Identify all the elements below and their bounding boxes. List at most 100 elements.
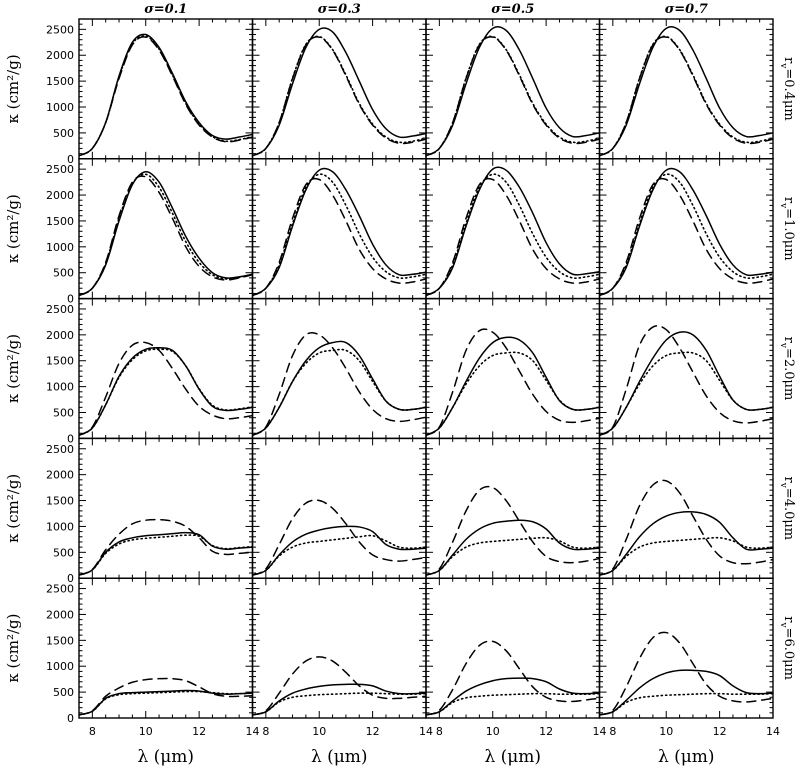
row-label: rv=0.4μm (778, 57, 796, 121)
y-tick-label: 1000 (46, 660, 74, 673)
x-tick-label: 14 (593, 725, 607, 738)
x-axis-label: λ (μm) (137, 747, 194, 767)
panel-r0-c1 (252, 27, 426, 157)
column-title: σ=0.5 (491, 2, 534, 17)
panel-r1-c3 (599, 167, 773, 297)
series-dotted-line (252, 35, 426, 157)
x-tick-label: 14 (246, 725, 260, 738)
y-tick-label: 2500 (46, 23, 74, 36)
y-axis-label: κ (cm²/g) (4, 334, 22, 403)
row-label: rv=6.0μm (778, 616, 796, 680)
column-title: σ=0.1 (144, 2, 187, 17)
x-axis-label: λ (μm) (311, 747, 368, 767)
y-tick-label: 500 (53, 127, 74, 140)
series-solid-line (252, 167, 426, 297)
series-dashed-line (252, 331, 426, 437)
panel-r2-c1 (252, 331, 426, 437)
column-title: σ=0.7 (665, 2, 708, 17)
series-dotted-line (426, 536, 600, 576)
x-tick-label: 12 (539, 725, 553, 738)
panels-layer (78, 18, 774, 719)
x-tick-label: 10 (139, 725, 153, 738)
x-tick-label: 8 (609, 725, 616, 738)
series-dotted-line (79, 348, 253, 437)
series-solid-line (79, 346, 253, 437)
series-solid-line (599, 167, 773, 297)
y-tick-label: 1500 (46, 495, 74, 508)
y-tick-label: 1500 (46, 215, 74, 228)
series-dashed-line (599, 631, 773, 716)
series-dashed-line (252, 499, 426, 576)
panel-r2-c0 (79, 341, 253, 437)
y-tick-label: 500 (53, 407, 74, 420)
y-tick-label: 1500 (46, 355, 74, 368)
y-tick-label: 2000 (46, 469, 74, 482)
panel-r3-c2 (426, 485, 600, 576)
series-solid-line (599, 331, 773, 437)
series-solid-line (79, 33, 253, 157)
series-solid-line (426, 336, 600, 437)
panel-frame (425, 297, 601, 440)
panel-frame (425, 158, 601, 300)
panel-r0-c3 (599, 26, 773, 157)
y-tick-label: 2000 (46, 608, 74, 621)
panel-r3-c3 (599, 479, 773, 576)
panel-frame (251, 297, 427, 440)
series-dotted-line (599, 692, 773, 716)
panel-frame (598, 577, 774, 719)
panel-r4-c1 (252, 656, 426, 716)
y-tick-label: 0 (67, 293, 74, 306)
panel-r1-c1 (252, 167, 426, 297)
series-dashed-line (426, 485, 600, 576)
y-tick-label: 0 (67, 432, 74, 445)
y-tick-label: 2500 (46, 303, 74, 316)
series-dotted-line (599, 35, 773, 157)
series-dashed-line (426, 36, 600, 157)
row-label: rv=2.0μm (778, 337, 796, 401)
y-tick-label: 2500 (46, 583, 74, 596)
panel-r1-c2 (426, 166, 600, 297)
x-axis-label: λ (μm) (484, 747, 541, 767)
panel-r2-c2 (426, 328, 600, 437)
column-title: σ=0.3 (318, 2, 361, 17)
y-tick-label: 500 (53, 546, 74, 559)
labels-layer: 0500100015002000250005001000150020002500… (4, 2, 796, 767)
y-tick-label: 1500 (46, 75, 74, 88)
y-tick-label: 500 (53, 686, 74, 699)
series-dashed-line (599, 325, 773, 437)
series-dotted-line (426, 35, 600, 157)
x-tick-label: 8 (89, 725, 96, 738)
series-solid-line (426, 677, 600, 716)
series-dotted-line (252, 348, 426, 437)
panel-frame (78, 297, 254, 440)
y-tick-label: 1000 (46, 520, 74, 533)
x-tick-label: 8 (262, 725, 269, 738)
series-dashed-line (79, 518, 253, 576)
series-dashed-line (426, 328, 600, 437)
series-solid-line (426, 519, 600, 576)
series-dashed-line (426, 640, 600, 716)
series-solid-line (79, 689, 253, 716)
series-dotted-line (426, 351, 600, 437)
x-tick-label: 12 (192, 725, 206, 738)
panel-r2-c3 (599, 325, 773, 437)
x-tick-label: 10 (486, 725, 500, 738)
series-dashed-line (79, 36, 253, 157)
panel-frame (425, 577, 601, 719)
series-dotted-line (79, 534, 253, 576)
panel-frame (251, 577, 427, 719)
x-axis-label: λ (μm) (658, 747, 715, 767)
series-dotted-line (426, 692, 600, 716)
row-label: rv=4.0μm (778, 476, 796, 540)
series-dotted-line (426, 173, 600, 297)
series-dashed-line (599, 36, 773, 157)
panel-frame (78, 18, 254, 160)
series-dotted-line (252, 692, 426, 716)
y-axis-label: κ (cm²/g) (4, 614, 22, 683)
series-dotted-line (599, 536, 773, 576)
series-solid-line (252, 525, 426, 576)
y-tick-label: 0 (67, 153, 74, 166)
series-dashed-line (599, 479, 773, 576)
x-tick-label: 14 (766, 725, 780, 738)
